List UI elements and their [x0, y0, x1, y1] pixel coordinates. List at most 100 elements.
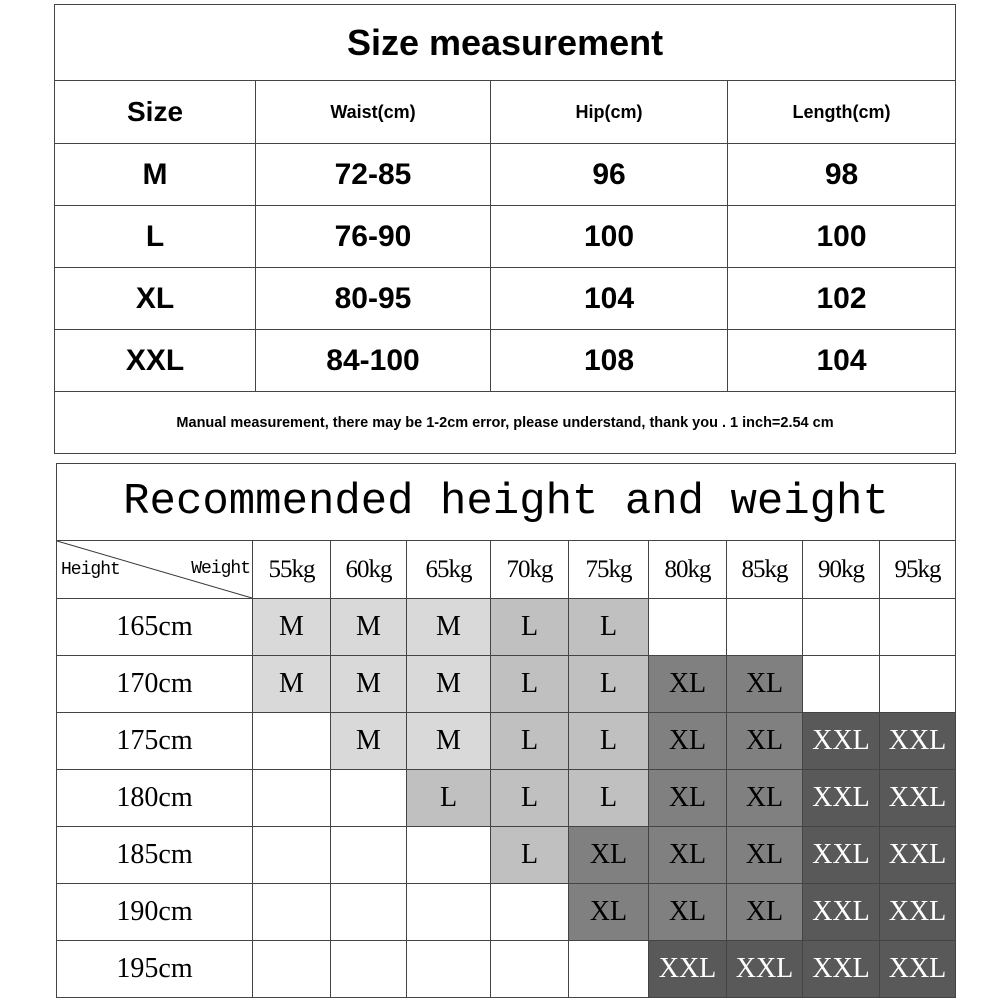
- diagonal-divider: [57, 541, 252, 598]
- size-cell: XXL: [54, 329, 256, 392]
- weight-header: 85kg: [726, 540, 803, 599]
- weight-header: 60kg: [330, 540, 407, 599]
- size-recommendation-cell: L: [568, 655, 649, 713]
- empty-cell: [802, 655, 880, 713]
- size-recommendation-cell: XL: [648, 769, 727, 827]
- empty-cell: [726, 598, 803, 656]
- size-recommendation-cell: M: [406, 598, 491, 656]
- size-recommendation-cell: L: [490, 712, 569, 770]
- size-recommendation-cell: XXL: [802, 712, 880, 770]
- hip-cell: 104: [490, 267, 728, 330]
- size-recommendation-cell: XL: [726, 712, 803, 770]
- length-cell: 104: [726, 329, 957, 392]
- empty-cell: [406, 826, 491, 884]
- size-recommendation-cell: XL: [568, 826, 649, 884]
- length-cell: 98: [726, 143, 957, 206]
- weight-header: 80kg: [648, 540, 727, 599]
- size-recommendation-cell: XXL: [878, 712, 957, 770]
- header-waist: Waist(cm): [255, 80, 491, 144]
- size-recommendation-cell: XXL: [802, 769, 880, 827]
- empty-cell: [878, 655, 957, 713]
- header-size: Size: [54, 80, 256, 144]
- height-label: 185cm: [56, 826, 253, 884]
- empty-cell: [802, 598, 880, 656]
- size-recommendation-cell: M: [330, 598, 407, 656]
- empty-cell: [406, 940, 491, 998]
- size-row: XXL 84-100 108 104: [54, 329, 957, 392]
- size-recommendation-cell: XL: [726, 883, 803, 941]
- size-recommendation-cell: M: [330, 712, 407, 770]
- size-recommendation-cell: XL: [648, 655, 727, 713]
- size-recommendation-cell: XL: [648, 712, 727, 770]
- size-cell: XL: [54, 267, 256, 330]
- size-recommendation-cell: XXL: [802, 883, 880, 941]
- height-label: 180cm: [56, 769, 253, 827]
- empty-cell: [252, 826, 331, 884]
- size-recommendation-cell: XL: [726, 655, 803, 713]
- size-recommendation-cell: XXL: [802, 826, 880, 884]
- height-row: 175cm M M L L XL XL XXL XXL: [56, 712, 957, 770]
- corner-header: Height Weight: [56, 540, 253, 599]
- size-recommendation-cell: M: [252, 655, 331, 713]
- height-row: 185cm L XL XL XL XXL XXL: [56, 826, 957, 884]
- size-table-title: Size measurement: [53, 4, 957, 81]
- size-recommendation-cell: L: [568, 769, 649, 827]
- empty-cell: [878, 598, 957, 656]
- size-recommendation-cell: XXL: [726, 940, 803, 998]
- weight-header: 65kg: [406, 540, 491, 599]
- empty-cell: [568, 940, 649, 998]
- height-row: 165cm M M M L L: [56, 598, 957, 656]
- height-row: 195cm XXL XXL XXL XXL: [56, 940, 957, 998]
- size-recommendation-cell: L: [490, 655, 569, 713]
- size-recommendation-cell: M: [406, 655, 491, 713]
- hip-cell: 96: [490, 143, 728, 206]
- waist-cell: 76-90: [255, 205, 491, 268]
- empty-cell: [406, 883, 491, 941]
- weight-header: 90kg: [802, 540, 880, 599]
- size-recommendation-cell: XL: [726, 826, 803, 884]
- size-recommendation-cell: XL: [726, 769, 803, 827]
- height-label: 175cm: [56, 712, 253, 770]
- height-label: 195cm: [56, 940, 253, 998]
- hip-cell: 108: [490, 329, 728, 392]
- height-label: 190cm: [56, 883, 253, 941]
- size-recommendation-cell: L: [406, 769, 491, 827]
- header-hip: Hip(cm): [490, 80, 728, 144]
- corner-weight-label: Weight: [191, 559, 251, 579]
- empty-cell: [252, 712, 331, 770]
- waist-cell: 72-85: [255, 143, 491, 206]
- corner-height-label: Height: [61, 559, 121, 580]
- size-recommendation-cell: XXL: [878, 940, 957, 998]
- size-recommendation-cell: XXL: [878, 769, 957, 827]
- waist-cell: 84-100: [255, 329, 491, 392]
- size-measurement-table: Size measurement Size Waist(cm) Hip(cm) …: [53, 4, 957, 454]
- empty-cell: [330, 940, 407, 998]
- height-row: 190cm XL XL XL XXL XXL: [56, 883, 957, 941]
- empty-cell: [330, 883, 407, 941]
- length-cell: 100: [726, 205, 957, 268]
- empty-cell: [490, 940, 569, 998]
- empty-cell: [330, 769, 407, 827]
- empty-cell: [490, 883, 569, 941]
- size-recommendation-cell: L: [568, 712, 649, 770]
- recommend-table-title: Recommended height and weight: [55, 463, 957, 541]
- weight-header: 95kg: [878, 540, 957, 599]
- height-label: 165cm: [56, 598, 253, 656]
- empty-cell: [648, 598, 727, 656]
- recommended-size-table: Recommended height and weight Height Wei…: [55, 463, 957, 998]
- size-recommendation-cell: XXL: [802, 940, 880, 998]
- empty-cell: [330, 826, 407, 884]
- height-row: 170cm M M M L L XL XL: [56, 655, 957, 713]
- size-recommendation-cell: M: [330, 655, 407, 713]
- size-row: M 72-85 96 98: [54, 143, 957, 206]
- height-label: 170cm: [56, 655, 253, 713]
- size-recommendation-cell: L: [490, 826, 569, 884]
- waist-cell: 80-95: [255, 267, 491, 330]
- empty-cell: [252, 940, 331, 998]
- weight-header: 55kg: [252, 540, 331, 599]
- header-length: Length(cm): [726, 80, 957, 144]
- size-recommendation-cell: M: [252, 598, 331, 656]
- empty-cell: [252, 769, 331, 827]
- size-recommendation-cell: L: [490, 598, 569, 656]
- size-recommendation-cell: L: [490, 769, 569, 827]
